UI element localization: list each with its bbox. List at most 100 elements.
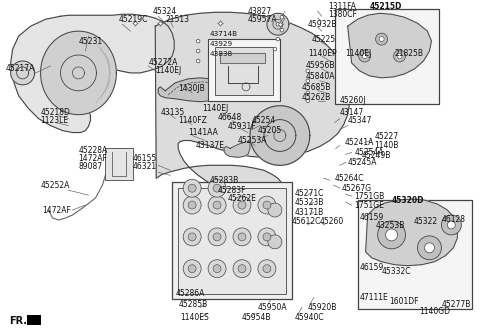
Circle shape — [213, 233, 221, 241]
Text: 45262B: 45262B — [302, 93, 331, 102]
Text: 1472AF: 1472AF — [78, 154, 108, 163]
Circle shape — [263, 201, 271, 209]
Polygon shape — [267, 13, 289, 35]
Text: 45217A: 45217A — [6, 64, 35, 73]
Text: 43929: 43929 — [210, 41, 233, 47]
Bar — [172, 182, 292, 300]
Circle shape — [196, 39, 200, 43]
Polygon shape — [366, 199, 457, 266]
Text: 43137E: 43137E — [195, 141, 224, 150]
Circle shape — [280, 28, 284, 32]
Text: 89087: 89087 — [78, 162, 103, 171]
Text: 21825B: 21825B — [395, 49, 423, 57]
Text: 1140ES: 1140ES — [180, 313, 209, 322]
Circle shape — [397, 53, 402, 58]
Text: 45286A: 45286A — [175, 289, 204, 298]
Text: 45322: 45322 — [413, 217, 438, 226]
Text: 45271C: 45271C — [295, 189, 324, 198]
Bar — [358, 200, 472, 310]
Bar — [215, 47, 273, 95]
Text: 45932B: 45932B — [308, 20, 337, 29]
Circle shape — [306, 79, 310, 82]
Text: 45219C: 45219C — [119, 15, 148, 24]
Text: 45324: 45324 — [152, 7, 177, 16]
Polygon shape — [224, 142, 250, 157]
Text: 1123LE: 1123LE — [41, 116, 69, 125]
Text: 1140EJ: 1140EJ — [155, 66, 181, 76]
Text: 45262E: 45262E — [228, 194, 257, 203]
Circle shape — [258, 260, 276, 278]
Circle shape — [258, 196, 276, 214]
Text: 1311FA: 1311FA — [328, 2, 356, 11]
Circle shape — [188, 184, 196, 192]
Circle shape — [394, 50, 406, 62]
Circle shape — [213, 265, 221, 273]
Text: 45215D: 45215D — [370, 2, 402, 11]
Circle shape — [188, 201, 196, 209]
Text: 1601DF: 1601DF — [390, 297, 419, 306]
Circle shape — [418, 236, 442, 260]
Bar — [106, 148, 133, 180]
Circle shape — [196, 49, 200, 53]
Circle shape — [306, 69, 310, 73]
Text: 45272A: 45272A — [148, 58, 178, 67]
Circle shape — [385, 229, 397, 241]
Circle shape — [233, 260, 251, 278]
Text: 45245A: 45245A — [348, 158, 377, 167]
Circle shape — [306, 91, 310, 95]
Text: 1140GD: 1140GD — [420, 307, 450, 316]
Circle shape — [276, 22, 280, 26]
Circle shape — [183, 196, 201, 214]
Circle shape — [263, 233, 271, 241]
Circle shape — [208, 196, 226, 214]
Text: 43827: 43827 — [248, 7, 272, 16]
Text: 1751GE: 1751GE — [355, 201, 384, 210]
Polygon shape — [220, 53, 265, 63]
Circle shape — [188, 265, 196, 273]
Text: 45231: 45231 — [78, 37, 103, 46]
Text: 45205: 45205 — [258, 126, 282, 135]
Circle shape — [208, 260, 226, 278]
Text: 45320D: 45320D — [392, 196, 424, 205]
Bar — [335, 9, 439, 104]
Text: 43714B: 43714B — [210, 31, 238, 37]
Circle shape — [208, 179, 226, 197]
Circle shape — [280, 16, 284, 19]
Text: 45840A: 45840A — [306, 72, 336, 82]
Polygon shape — [11, 61, 35, 85]
Text: 43253B: 43253B — [376, 221, 405, 230]
Text: 46321: 46321 — [132, 162, 156, 171]
Circle shape — [183, 228, 201, 246]
Text: 1380CF: 1380CF — [328, 10, 357, 19]
Polygon shape — [348, 13, 432, 78]
Circle shape — [263, 265, 271, 273]
Circle shape — [258, 228, 276, 246]
Text: 45940C: 45940C — [295, 313, 324, 322]
Polygon shape — [250, 106, 310, 165]
Text: 46648: 46648 — [218, 113, 242, 122]
Circle shape — [424, 243, 434, 253]
Circle shape — [306, 99, 310, 103]
Text: 45283B: 45283B — [210, 176, 240, 185]
Circle shape — [359, 50, 371, 62]
Bar — [208, 39, 280, 101]
Text: 45950A: 45950A — [258, 303, 288, 312]
Circle shape — [362, 53, 367, 58]
Text: 43135: 43135 — [160, 108, 184, 117]
Circle shape — [213, 201, 221, 209]
Text: 45685B: 45685B — [302, 83, 331, 92]
Bar — [178, 188, 286, 293]
Text: FR.: FR. — [9, 316, 27, 326]
Bar — [26, 315, 41, 325]
Circle shape — [196, 59, 200, 63]
Text: 1141AA: 1141AA — [188, 128, 218, 137]
Text: 1751GB: 1751GB — [355, 192, 385, 201]
Circle shape — [208, 228, 226, 246]
Text: 45323B: 45323B — [295, 198, 324, 207]
Text: 45260J: 45260J — [340, 96, 366, 105]
Text: 45253A: 45253A — [238, 136, 267, 145]
Text: 45931F: 45931F — [228, 122, 257, 131]
Text: 43838: 43838 — [210, 51, 233, 57]
Text: 45252A: 45252A — [41, 181, 70, 190]
Circle shape — [442, 215, 461, 235]
